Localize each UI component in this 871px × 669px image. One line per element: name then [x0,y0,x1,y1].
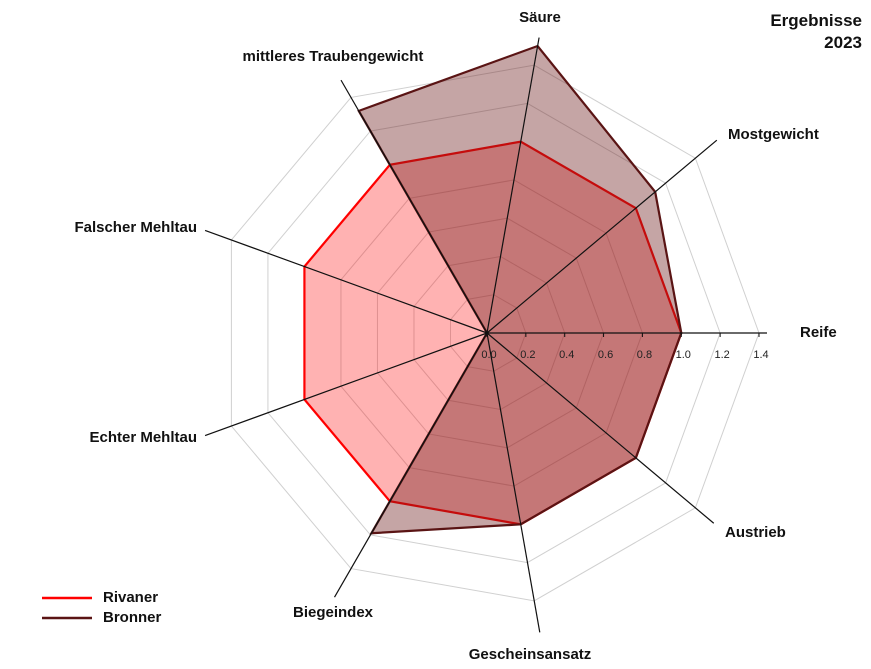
grid-ring [376,217,605,449]
grid-ring [413,255,566,411]
chart-title: Ergebnisse 2023 [770,11,862,52]
tick-label: 0.2 [520,349,535,361]
axis-line [486,332,715,524]
tick-label: 0.6 [598,349,613,361]
axis-label: Austrieb [725,524,786,541]
axis-label: Mostgewicht [728,126,819,143]
tick-label: 1.4 [753,349,768,361]
grid-ring [230,64,760,602]
tick-label: 0.4 [559,349,574,361]
axis-line [486,37,540,334]
axis-label: Gescheinsansatz [469,646,592,663]
legend-label: Bronner [103,609,162,626]
tick-label: 1.2 [714,349,729,361]
axis-line [486,139,718,334]
legend-label: Rivaner [103,589,158,606]
axis-label: Echter Mehltau [89,429,197,446]
axis-line [340,79,488,334]
tick-label: 0.8 [637,349,652,361]
grid-ring [449,294,527,372]
axis-label: Säure [519,9,561,26]
axis-label: mittleres Traubengewicht [243,48,424,65]
grid-ring [267,102,721,564]
grid-ring [340,179,643,487]
axis-label: Reife [800,324,837,341]
axis-line [204,229,488,334]
tick-label: 1.0 [676,349,691,361]
axis-line [486,332,541,633]
axis-line [204,332,488,437]
axis-label: Biegeindex [293,604,374,621]
axis-label: Falscher Mehltau [74,219,197,236]
axis-line [333,332,488,598]
tick-label: 0.0 [481,349,496,361]
